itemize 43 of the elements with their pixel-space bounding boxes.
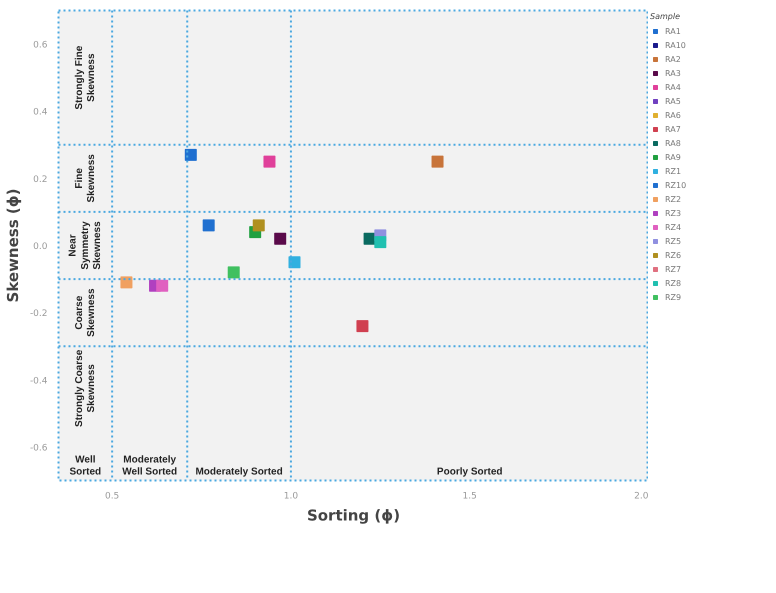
legend-label: RA1 (665, 26, 682, 36)
x-tick-label: 1.5 (462, 492, 477, 502)
annotation: Strongly Fine Skewness (74, 45, 97, 110)
y-tick-label: 0.2 (33, 174, 48, 185)
y-tick-label: 0.6 (33, 40, 48, 51)
legend-label: RZ1 (665, 166, 682, 176)
y-tick-label: 0.4 (33, 108, 48, 118)
annotation: Well Sorted (69, 454, 102, 478)
annotation: Near Symmetry Skewness (68, 220, 103, 270)
legend-label: RZ4 (665, 222, 682, 232)
y-tick-label: 0.0 (33, 242, 48, 252)
legend-title: Sample (650, 12, 681, 21)
y-tick-label: -0.4 (30, 376, 48, 386)
legend-label: RZ8 (665, 278, 682, 288)
y-tick-label: -0.6 (30, 443, 48, 454)
legend-label: RA7 (665, 124, 682, 134)
x-tick-label: 1.0 (284, 492, 298, 502)
annotation: Coarse Skewness (74, 288, 97, 337)
legend-label: RA2 (665, 54, 682, 64)
legend-label: RZ7 (665, 264, 682, 274)
annotation: Poorly Sorted (436, 466, 503, 478)
annotation: Fine Skewness (74, 154, 97, 203)
legend-label: RA3 (665, 68, 682, 78)
legend-label: RZ10 (665, 180, 686, 190)
x-tick-label: 2.0 (634, 492, 649, 502)
legend-label: RA10 (665, 40, 686, 50)
y-tick-label: -0.2 (30, 309, 48, 320)
legend-label: RZ2 (665, 194, 682, 204)
y-axis-title: Skewness (ϕ) (4, 188, 22, 302)
legend-label: RA8 (665, 138, 682, 148)
legend-label: RZ6 (665, 250, 682, 260)
legend-label: RA5 (665, 96, 682, 106)
legend-label: RZ9 (665, 292, 682, 302)
x-axis-title: Sorting (ϕ) (306, 506, 400, 524)
legend-label: RA9 (665, 152, 682, 162)
legend-label: RA6 (665, 110, 682, 120)
annotation: Moderately Well Sorted (122, 454, 178, 478)
annotation: Strongly Coarse Skewness (74, 349, 97, 427)
legend-label: RA4 (665, 82, 682, 92)
annotation: Moderately Sorted (195, 466, 283, 478)
legend-label: RZ3 (665, 208, 682, 218)
legend-label: RZ5 (665, 236, 682, 246)
x-tick-label: 0.5 (104, 492, 120, 502)
